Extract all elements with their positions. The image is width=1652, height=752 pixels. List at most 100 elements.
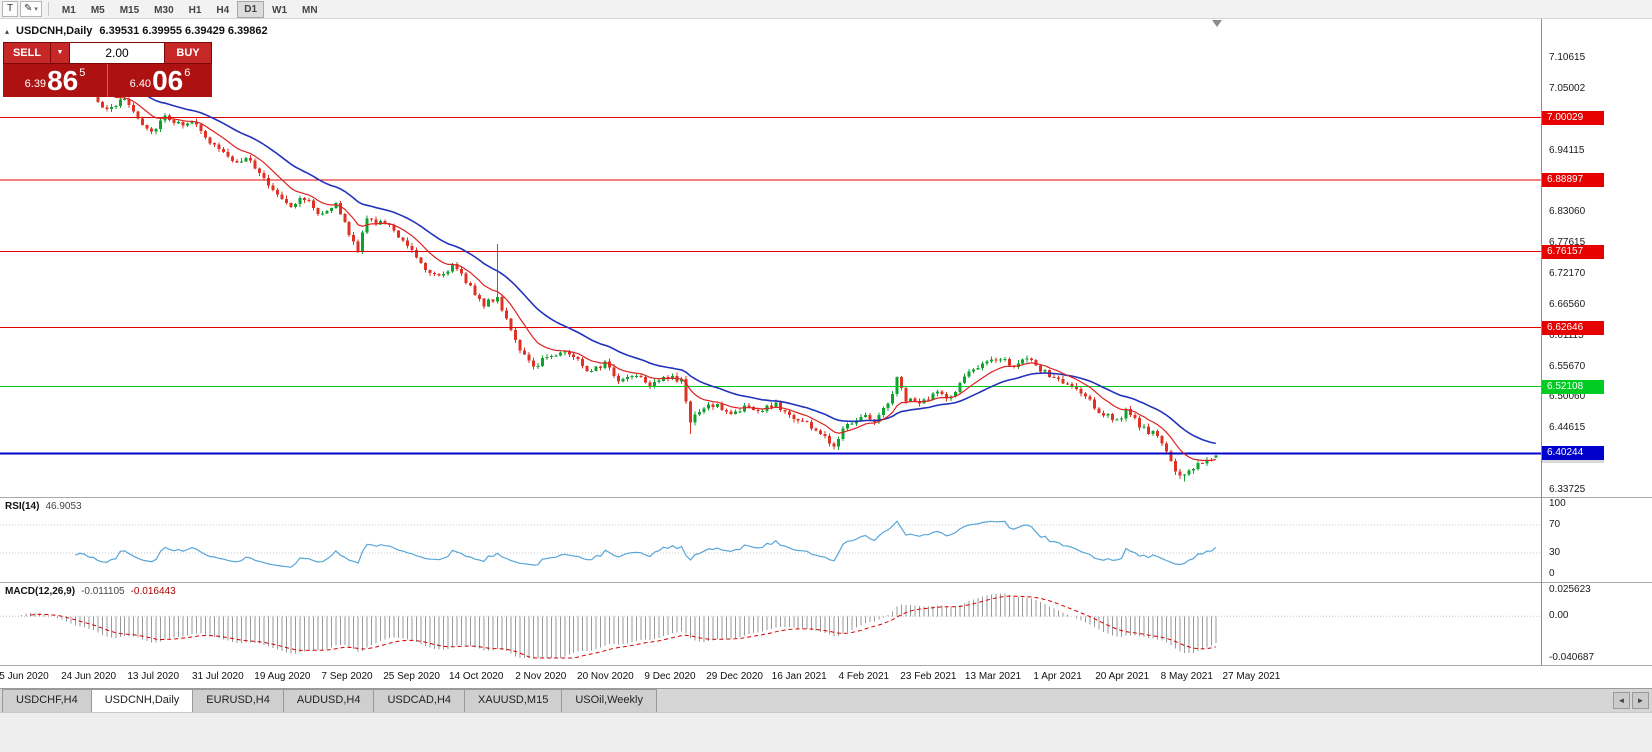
tab-eurusd-h4[interactable]: EURUSD,H4 — [192, 689, 284, 712]
time-axis-label: 9 Dec 2020 — [644, 671, 696, 682]
trade-panel-prices: 6.39 86 5 6.40 06 6 — [3, 64, 212, 97]
time-axis-label: 20 Apr 2021 — [1095, 671, 1150, 682]
chart-symbol-period: USDCNH,Daily — [16, 25, 93, 37]
rsi-axis-label: 70 — [1549, 519, 1561, 530]
rsi-label: RSI(14) 46.9053 — [5, 501, 82, 512]
price-axis-label: 6.83060 — [1549, 206, 1586, 218]
price-level-box-6.62646: 6.62646 — [1542, 320, 1604, 335]
time-axis-label: 23 Feb 2021 — [900, 671, 957, 682]
price-axis-label: 6.94115 — [1549, 144, 1585, 156]
tab-usdchf-h4[interactable]: USDCHF,H4 — [2, 689, 92, 712]
time-axis-label: 2 Nov 2020 — [515, 671, 567, 682]
sell-price-pip-digit: 5 — [79, 67, 86, 79]
macd-signal-value: -0.016443 — [130, 586, 176, 597]
rsi-axis-label: 0 — [1549, 568, 1555, 579]
macd-axis-label: 0.025623 — [1549, 584, 1591, 595]
toolbar-separator — [47, 2, 49, 16]
timeframe-m30-button[interactable]: M30 — [154, 4, 174, 16]
macd-panel-separator[interactable] — [0, 582, 1652, 583]
time-axis-label: 8 May 2021 — [1160, 671, 1213, 682]
time-axis-label: 25 Sep 2020 — [383, 671, 440, 682]
tab-scroll-right-button[interactable]: ► — [1632, 692, 1649, 709]
sell-price-big-digits: 86 — [47, 65, 79, 96]
tab-xauusd-m15[interactable]: XAUUSD,M15 — [464, 689, 563, 712]
chart-marker-icon: ▴ — [5, 26, 10, 36]
timeframe-d1-button[interactable]: D1 — [237, 0, 265, 18]
chart-shift-marker[interactable] — [1212, 20, 1222, 27]
drawing-tool-button[interactable]: ✎ ▾ — [20, 1, 42, 17]
rsi-value: 46.9053 — [45, 501, 82, 512]
pointer-tool-button[interactable]: T — [2, 1, 18, 17]
lot-dropdown-button[interactable]: ▼ — [51, 42, 70, 64]
time-axis-label: 5 Jun 2020 — [0, 671, 49, 682]
rsi-panel[interactable]: RSI(14) 46.9053 — [0, 498, 1541, 582]
macd-panel[interactable]: MACD(12,26,9) -0.011105 -0.016443 — [0, 583, 1541, 665]
time-axis-label: 1 Apr 2021 — [1033, 671, 1082, 682]
macd-canvas — [0, 593, 1541, 659]
time-axis-label: 13 Jul 2020 — [127, 671, 180, 682]
rsi-canvas — [0, 520, 1541, 568]
price-level-box-6.76157: 6.76157 — [1542, 244, 1604, 259]
time-axis-label: 13 Mar 2021 — [964, 671, 1022, 682]
price-level-box-7.00029: 7.00029 — [1542, 110, 1604, 125]
price-axis-label: 7.05002 — [1549, 82, 1586, 94]
status-bar — [0, 712, 1652, 752]
time-axis-label: 27 May 2021 — [1222, 671, 1281, 682]
time-axis-label: 4 Feb 2021 — [838, 671, 890, 682]
time-axis-label: 7 Sep 2020 — [321, 671, 373, 682]
timeframe-h4-button[interactable]: H4 — [216, 4, 230, 16]
lot-size-input[interactable] — [70, 42, 164, 64]
pencil-icon: ✎ — [24, 3, 33, 14]
macd-main-value: -0.011105 — [81, 586, 125, 597]
sell-button[interactable]: SELL — [3, 42, 51, 64]
price-level-box-6.52108: 6.52108 — [1542, 379, 1604, 394]
tab-scroll-left-button[interactable]: ◄ — [1613, 692, 1630, 709]
timeframe-h1-button[interactable]: H1 — [188, 4, 202, 16]
buy-price-prefix: 6.40 — [129, 78, 152, 90]
price-axis-label: 6.77615 — [1549, 237, 1586, 249]
tab-audusd-h4[interactable]: AUDUSD,H4 — [282, 689, 375, 712]
macd-label: MACD(12,26,9) -0.011105 -0.016443 — [5, 586, 176, 597]
price-axis-label: 6.66560 — [1549, 298, 1586, 310]
price-axis-label: 6.61115 — [1549, 329, 1584, 341]
chart-window[interactable]: ▴ USDCNH,Daily 6.39531 6.39955 6.39429 6… — [0, 19, 1652, 665]
price-axis-label: 6.72170 — [1549, 268, 1586, 279]
chart-ohlc-values: 6.39531 6.39955 6.39429 6.39862 — [99, 25, 268, 37]
buy-button[interactable]: BUY — [164, 42, 212, 64]
chart-title: ▴ USDCNH,Daily 6.39531 6.39955 6.39429 6… — [5, 25, 268, 37]
price-level-box-6.40244: 6.40244 — [1542, 446, 1604, 461]
price-axis-label: 6.44615 — [1549, 422, 1586, 434]
price-axis-label: 7.10615 — [1549, 52, 1586, 63]
chevron-down-icon: ▾ — [34, 6, 38, 13]
time-axis: 5 Jun 2020 24 Jun 2020 13 Jul 2020 31 Jul 2… — [0, 665, 1652, 688]
timeframe-m15-button[interactable]: M15 — [119, 4, 140, 16]
buy-price[interactable]: 6.40 06 6 — [108, 64, 212, 97]
time-axis-label: 31 Jul 2020 — [191, 671, 244, 682]
timeframe-m5-button[interactable]: M5 — [90, 4, 105, 16]
rsi-panel-separator[interactable] — [0, 497, 1652, 498]
rsi-name: RSI(14) — [5, 501, 40, 512]
timeframe-w1-button[interactable]: W1 — [272, 4, 288, 16]
candlestick-series — [6, 46, 1218, 482]
time-axis-label: 24 Jun 2020 — [61, 671, 117, 682]
time-axis-label: 20 Nov 2020 — [577, 671, 634, 682]
trade-panel-controls: SELL ▼ BUY — [3, 42, 212, 64]
scroll-left-icon: ◄ — [1617, 696, 1626, 705]
sell-price[interactable]: 6.39 86 5 — [3, 64, 108, 97]
timeframe-m1-button[interactable]: M1 — [61, 4, 76, 16]
ma-slow-line — [16, 58, 1216, 445]
timeframe-mn-button[interactable]: MN — [302, 4, 318, 16]
price-chart-canvas[interactable] — [0, 19, 1541, 497]
tab-usdcnh-daily[interactable]: USDCNH,Daily — [90, 689, 194, 712]
buy-price-big-digits: 06 — [152, 65, 184, 96]
tab-usoil-weekly[interactable]: USOil,Weekly — [561, 689, 657, 712]
top-toolbar: T ✎ ▾ M1 M5 M15 M30 H1 H4 D1 W1 MN — [0, 0, 1652, 19]
tab-usdcad-h4[interactable]: USDCAD,H4 — [373, 689, 466, 712]
price-level-box-6.88897: 6.88897 — [1542, 173, 1604, 187]
rsi-axis-label: 30 — [1549, 547, 1561, 558]
ma-fast-line — [16, 56, 1216, 462]
time-axis-label: 16 Jan 2021 — [771, 671, 827, 682]
rsi-axis-label: 100 — [1549, 498, 1566, 509]
price-axis-label: 6.55670 — [1549, 360, 1586, 372]
